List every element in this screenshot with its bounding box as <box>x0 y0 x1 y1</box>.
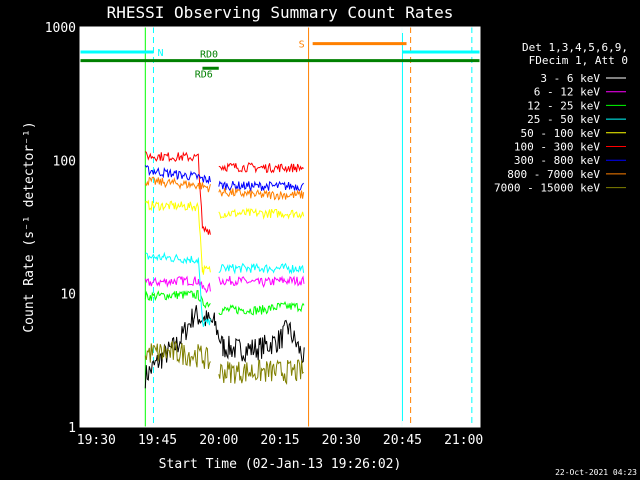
legend-label-2: 12 - 25 keV <box>527 99 600 112</box>
footer-timestamp: 22-Oct-2021 04:23 <box>555 468 637 477</box>
x-tick-label-2: 20:00 <box>199 433 238 448</box>
flag-label-3: RD0 <box>200 50 218 61</box>
legend-label-8: 7000 - 15000 keV <box>494 182 600 195</box>
y-tick-label-2: 100 <box>53 154 76 169</box>
legend-label-4: 50 - 100 keV <box>521 127 601 140</box>
series-line-3-1 <box>218 262 305 275</box>
chart-title: RHESSI Observing Summary Count Rates <box>107 3 454 22</box>
series-line-2-0 <box>144 290 211 309</box>
y-axis-label: Count Rate (s⁻¹ detector⁻¹) <box>22 121 37 332</box>
series-line-7-0 <box>144 176 211 193</box>
y-tick-label-3: 1000 <box>45 21 76 36</box>
x-axis-label: Start Time (02-Jan-13 19:26:02) <box>159 457 402 472</box>
series-line-5-1 <box>218 162 304 174</box>
legend-label-0: 3 - 6 keV <box>540 72 600 85</box>
x-tick-label-1: 19:45 <box>138 433 177 448</box>
series-line-5-0 <box>144 151 211 235</box>
series-line-7-1 <box>218 187 305 201</box>
x-tick-label-4: 20:30 <box>322 433 361 448</box>
series-line-6-1 <box>218 180 304 193</box>
flag-label-4: RD6 <box>195 69 213 80</box>
legend-label-7: 800 - 7000 keV <box>507 168 600 181</box>
x-tick-label-5: 20:45 <box>383 433 422 448</box>
y-tick-label-1: 10 <box>60 288 76 303</box>
series-line-8-1 <box>218 359 304 386</box>
legend-label-6: 300 - 800 keV <box>514 154 600 167</box>
series-line-2-1 <box>218 300 305 316</box>
flag-label-0: N <box>157 48 163 59</box>
x-tick-label-6: 21:00 <box>444 433 483 448</box>
series-line-1-1 <box>218 275 305 288</box>
legend-label-3: 25 - 50 keV <box>527 113 600 126</box>
series-line-8-0 <box>144 340 211 369</box>
legend-header-1: FDecim 1, Att 0 <box>529 54 628 67</box>
plot-area <box>80 27 480 427</box>
legend-label-1: 6 - 12 keV <box>534 86 601 99</box>
legend-header-0: Det 1,3,4,5,6,9, <box>522 41 628 54</box>
flag-label-2: S <box>299 40 305 51</box>
x-tick-label-0: 19:30 <box>77 433 116 448</box>
series-line-3-0 <box>145 251 211 327</box>
y-tick-label-0: 1 <box>68 421 76 436</box>
legend-label-5: 100 - 300 keV <box>514 141 600 154</box>
series-line-4-0 <box>144 199 211 275</box>
series-line-6-0 <box>144 165 211 185</box>
x-tick-label-3: 20:15 <box>260 433 299 448</box>
series-line-4-1 <box>218 207 305 220</box>
